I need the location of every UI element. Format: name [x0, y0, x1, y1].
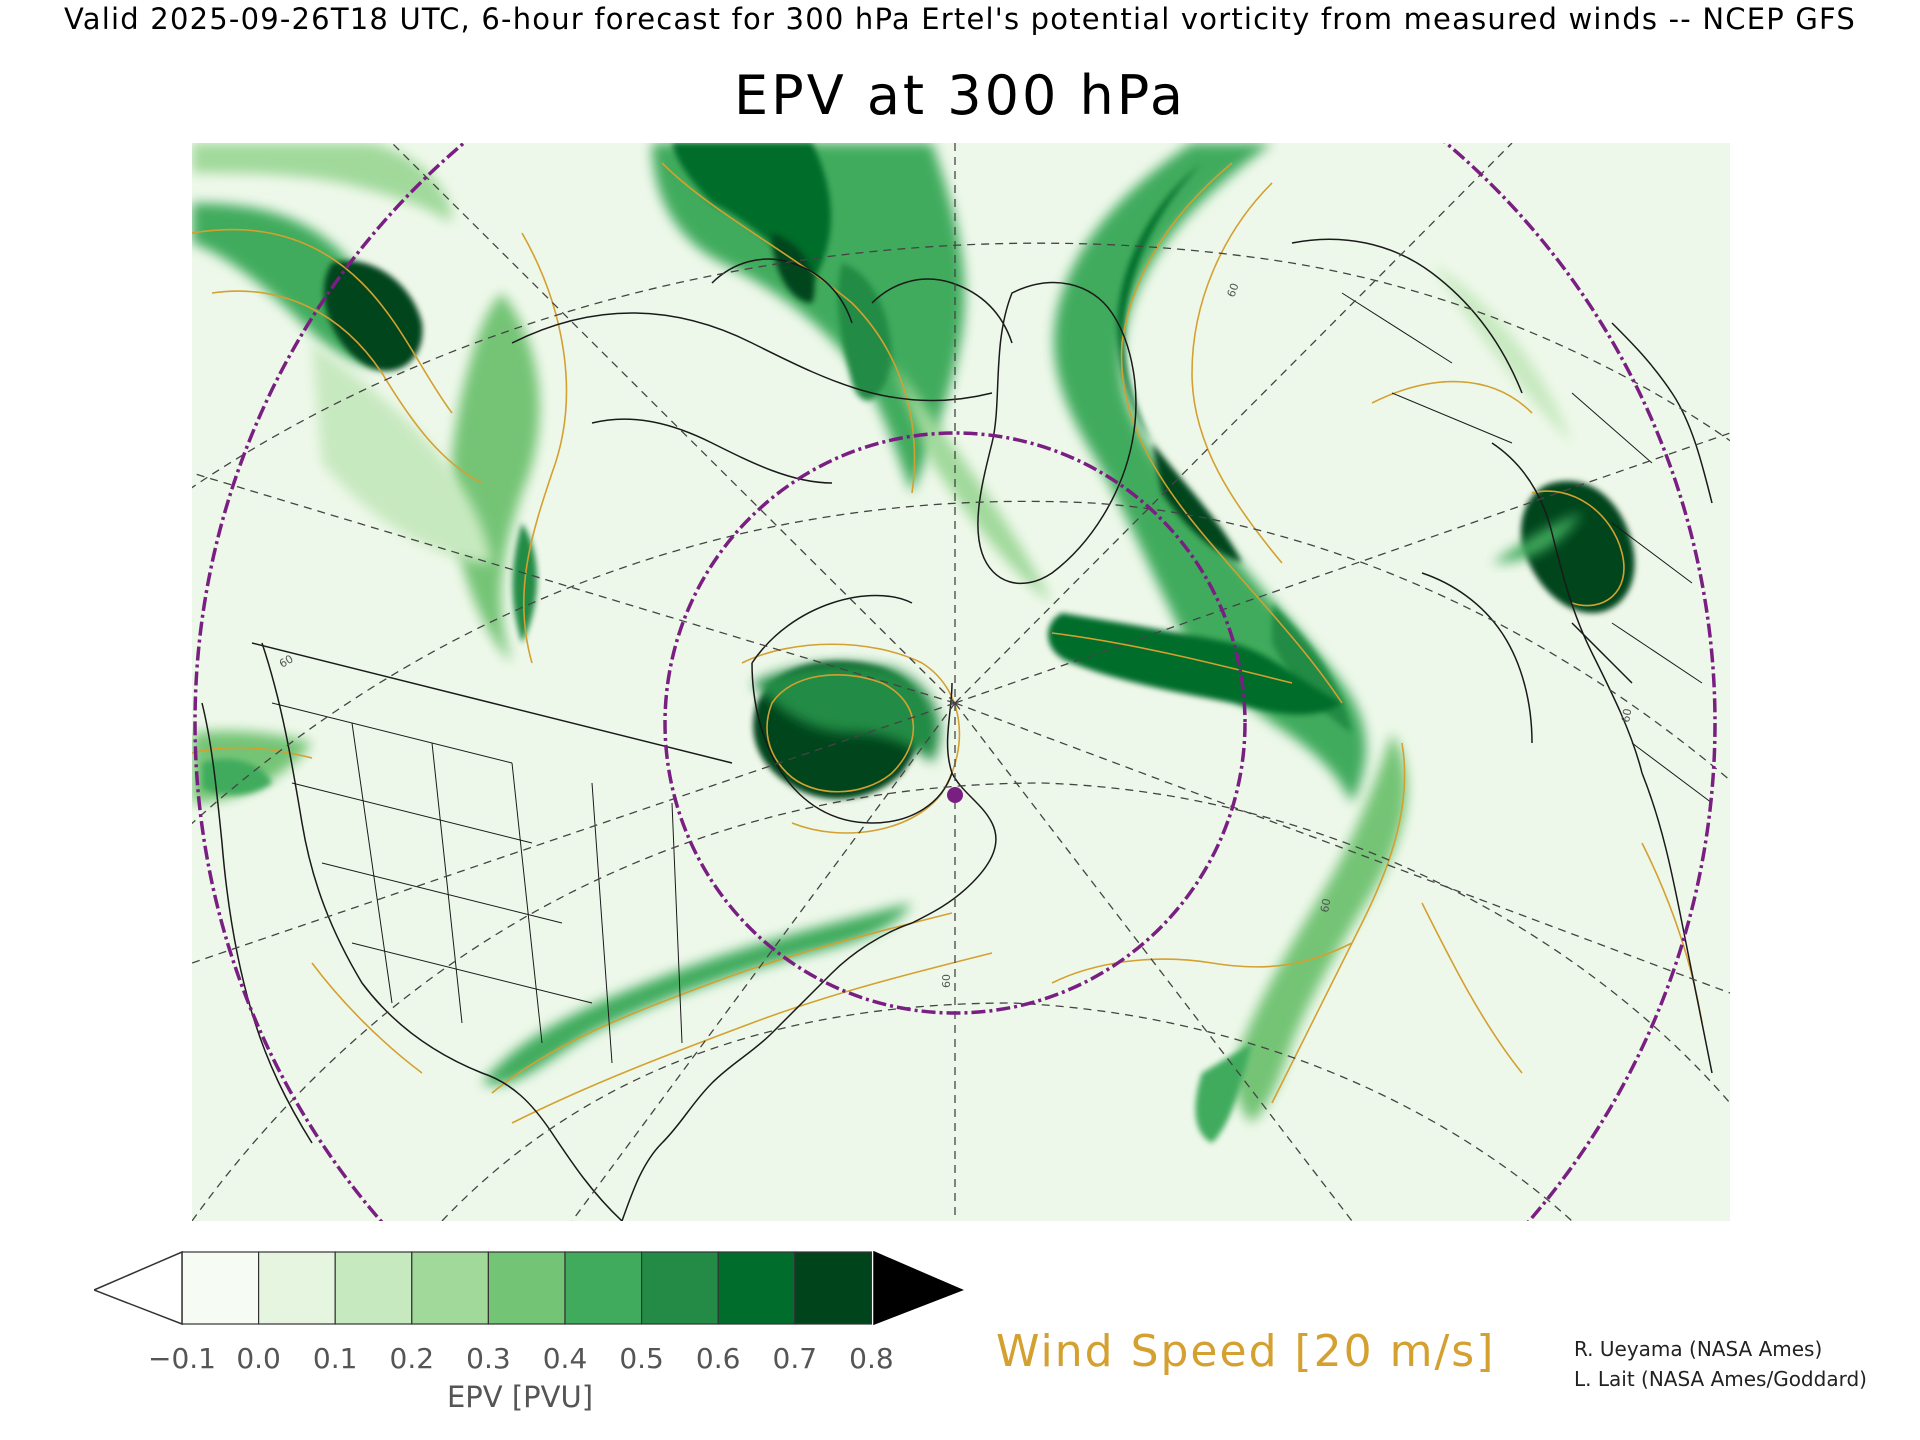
- colorbar-tick-labels: −0.1 0.0 0.1 0.2 0.3 0.4 0.5 0.6 0.7 0.8: [140, 1342, 900, 1382]
- graticule: [192, 143, 1730, 1221]
- map-canvas: 60 60 60 60 60: [192, 143, 1730, 1221]
- colorbar-box: [640, 1251, 719, 1325]
- colorbar-tick-label: −0.1: [148, 1342, 216, 1375]
- epv-atlantic-band: [1048, 613, 1342, 715]
- epv-vortex-northwest: [323, 261, 423, 371]
- colorbar-box: [717, 1251, 796, 1325]
- coastlines-boundaries: [201, 238, 1713, 1221]
- hudson-bay-coast: [751, 662, 953, 824]
- colorbar-tick-label: 0.8: [849, 1342, 894, 1375]
- greenland-coast: [977, 281, 1137, 584]
- epv-trough-west: [450, 293, 540, 663]
- wind-speed-legend: Wind Speed [20 m/s]: [996, 1326, 1496, 1377]
- range-ring-inner: [663, 431, 1247, 1015]
- colorbar-low-arrow: [94, 1250, 183, 1326]
- colorbar-high-arrow: [873, 1250, 964, 1326]
- map-title: EPV at 300 hPa: [734, 64, 1186, 127]
- epv-colorbar: [94, 1250, 964, 1326]
- colorbar-tick-label: 0.5: [619, 1342, 664, 1375]
- colorbar-tick-label: 0.7: [772, 1342, 818, 1375]
- colorbar-box: [487, 1251, 566, 1325]
- contour-label: 60: [1619, 707, 1634, 723]
- west-coast: [201, 702, 313, 1144]
- epv-arctic-band: [652, 143, 965, 493]
- north-america-coast: [261, 642, 623, 1221]
- colorbar-tick-label: 0.0: [236, 1342, 281, 1375]
- colorbar-box: [258, 1251, 336, 1325]
- contour-label: 60: [277, 652, 296, 670]
- contour-labels: 60 60 60 60 60: [277, 281, 1634, 988]
- credits: R. Ueyama (NASA Ames) L. Lait (NASA Ames…: [1574, 1334, 1867, 1394]
- epv-shading: [192, 143, 1635, 1143]
- colorbar-box: [564, 1251, 643, 1325]
- range-rings: [193, 143, 1717, 1221]
- contour-label: 60: [1225, 281, 1242, 299]
- colorbar-box: [334, 1251, 413, 1325]
- europe-coast: [1491, 442, 1643, 774]
- colorbar-tick-label: 0.4: [542, 1342, 588, 1375]
- credit-line-2: L. Lait (NASA Ames/Goddard): [1574, 1367, 1867, 1391]
- colorbar-box: [794, 1251, 872, 1325]
- colorbar-tick-label: 0.2: [389, 1342, 435, 1375]
- canada-arctic-coast: [511, 312, 993, 402]
- epv-vortex-east: [1521, 481, 1635, 613]
- colorbar-title: EPV [PVU]: [446, 1380, 594, 1414]
- colorbar-tick-label: 0.6: [695, 1342, 741, 1375]
- contour-label: 60: [940, 974, 953, 988]
- range-ring-outer: [193, 143, 1717, 1221]
- colorbar-box: [181, 1251, 260, 1325]
- map-panel[interactable]: 60 60 60 60 60: [192, 143, 1730, 1221]
- epv-jet-south: [1235, 733, 1407, 1123]
- colorbar-box: [411, 1251, 489, 1325]
- epv-us-band: [482, 903, 912, 1085]
- colorbar-tick-label: 0.3: [466, 1342, 511, 1375]
- colorbar-tick-label: 0.1: [312, 1342, 358, 1375]
- site-marker: [947, 787, 963, 803]
- credit-line-1: R. Ueyama (NASA Ames): [1574, 1337, 1823, 1361]
- header-valid-line: Valid 2025-09-26T18 UTC, 6-hour forecast…: [64, 2, 1856, 36]
- contour-label: 60: [1318, 897, 1333, 913]
